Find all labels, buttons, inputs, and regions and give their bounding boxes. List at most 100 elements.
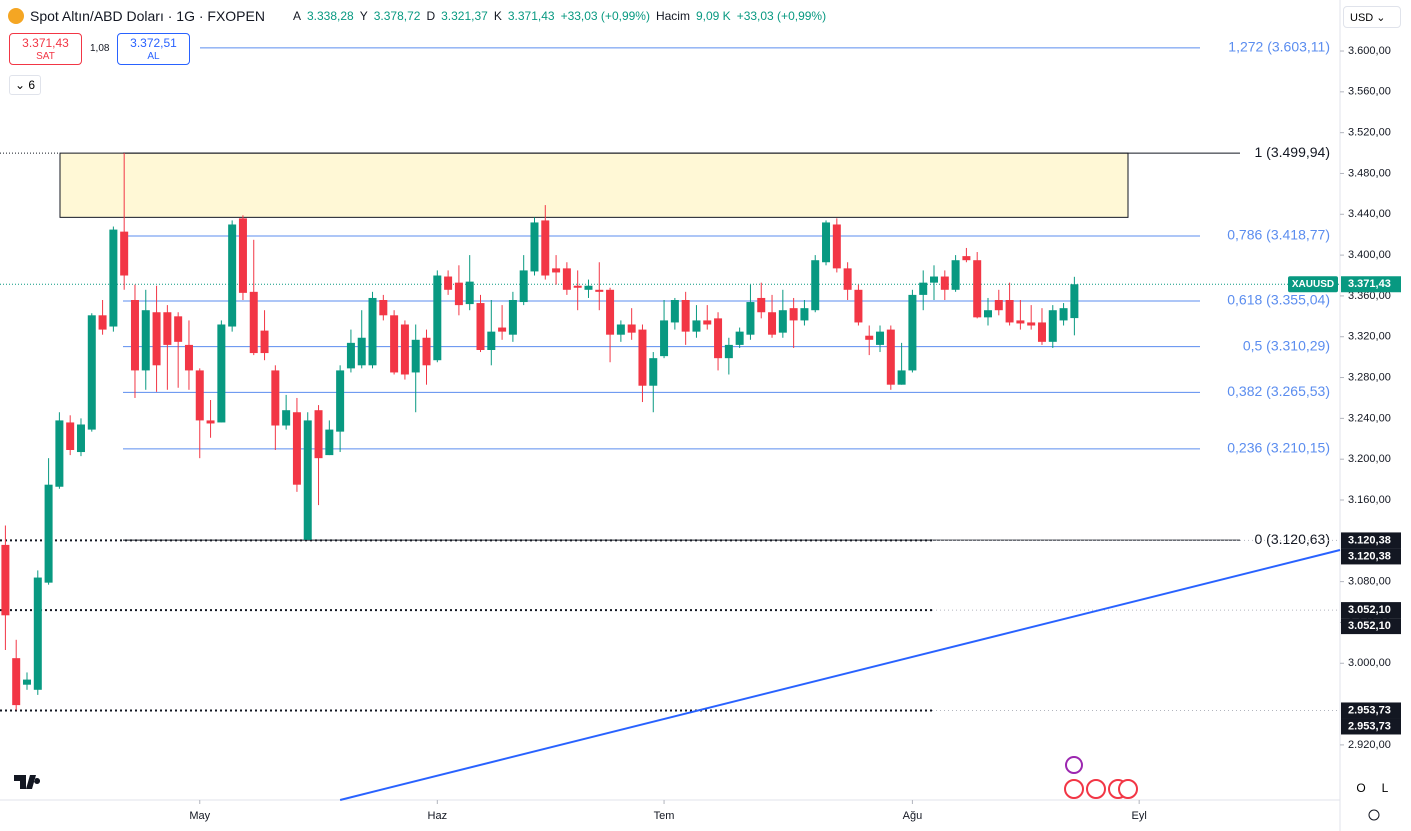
symbol-tag [1288, 276, 1338, 293]
candle-body [584, 285, 593, 290]
candle-body [508, 300, 517, 335]
candle-body [174, 316, 183, 342]
y-tick-label: 3.000,00 [1348, 657, 1391, 669]
y-tick-label: 3.440,00 [1348, 208, 1391, 220]
candle-body [87, 315, 96, 430]
candle-body [249, 291, 258, 354]
price-tag [1341, 718, 1401, 735]
candle-body [930, 276, 939, 283]
ohlc-key: D [426, 9, 436, 23]
y-tick-label: 3.560,00 [1348, 86, 1391, 98]
candle-body [692, 320, 701, 332]
candle-body [260, 330, 269, 354]
candle-body [12, 658, 21, 706]
candle-body [746, 302, 755, 335]
sell-label: SAT [36, 51, 55, 62]
candle-body [811, 260, 820, 311]
candle-body [638, 329, 647, 386]
price-tag [1341, 532, 1401, 549]
candle-body [379, 300, 388, 316]
candle-body [433, 275, 442, 361]
ohlc-key: K [493, 9, 502, 23]
candle-body [184, 344, 193, 371]
candle-body [238, 218, 247, 293]
event-flag [1086, 779, 1106, 799]
fib-label: 0 (3.120,63) [1255, 531, 1331, 547]
price-tag-label: 2.953,73 [1348, 720, 1391, 732]
scale-button[interactable]: O [1356, 781, 1366, 795]
candle-body [487, 331, 496, 350]
candle-body [562, 268, 571, 290]
currency-select[interactable]: USD ⌄ [1343, 6, 1401, 28]
candle-body [1016, 320, 1025, 324]
candle-body [778, 310, 787, 333]
fib-label: 0,382 (3.265,53) [1227, 383, 1330, 399]
candle-body [411, 339, 420, 373]
spread: 1,08 [90, 43, 110, 54]
candle-body [400, 324, 409, 375]
buy-button[interactable]: 3.372,51 AL [117, 33, 190, 65]
tv-logo [14, 775, 41, 789]
candle-body [541, 220, 550, 276]
candle-body [530, 222, 539, 272]
candle-body [314, 410, 323, 459]
candle-body [98, 315, 107, 330]
candle-body [908, 294, 917, 371]
y-tick-label: 3.160,00 [1348, 494, 1391, 506]
candle-body [33, 577, 42, 690]
fib-label: 1,272 (3.603,11) [1228, 39, 1330, 55]
candle-body [141, 310, 150, 371]
candle-body [66, 422, 75, 450]
candle-body [832, 224, 841, 269]
indicators-toggle[interactable]: ⌄ 6 [9, 75, 41, 95]
candle-body [670, 300, 679, 323]
candle-body [919, 282, 928, 295]
candle-body [282, 410, 291, 426]
candle-body [163, 312, 172, 345]
zone-box [59, 152, 1129, 218]
x-tick-label: Haz [428, 810, 448, 822]
candle-body [109, 229, 118, 327]
candle-body [1048, 310, 1057, 342]
candle-body [789, 308, 798, 321]
candle-body [519, 270, 528, 303]
candle-body [649, 358, 658, 386]
candle-body [822, 222, 831, 263]
x-tick-label: May [189, 810, 210, 822]
y-tick-label: 3.200,00 [1348, 453, 1391, 465]
candle-body [660, 320, 669, 357]
candle-body [1070, 284, 1079, 319]
ohlc-key: Y [359, 9, 368, 23]
y-tick-label: 3.240,00 [1348, 412, 1391, 424]
candle-body [800, 308, 809, 321]
symbol-title[interactable]: Spot Altın/ABD Doları · 1G · FXOPEN [30, 8, 265, 24]
candle-body [940, 276, 949, 290]
candle-body [336, 370, 345, 432]
price-tag [1341, 548, 1401, 565]
candle-body [854, 289, 863, 323]
candle-body [206, 420, 215, 424]
candle-body [962, 256, 971, 261]
candle-body [616, 324, 625, 335]
y-tick-label: 2.920,00 [1348, 739, 1391, 751]
candle-body [217, 324, 226, 423]
scale-button[interactable]: L [1381, 781, 1389, 795]
sell-button[interactable]: 3.371,43 SAT [9, 33, 82, 65]
last-price-label: 3.371,43 [1348, 278, 1391, 290]
buy-label: AL [147, 51, 160, 62]
candle-body [498, 327, 507, 332]
y-tick-label: 3.080,00 [1348, 576, 1391, 588]
candle-body [897, 370, 906, 385]
candle-body [714, 318, 723, 359]
ohlc-value: 3.338,28 [306, 9, 354, 23]
candle-body [1037, 322, 1046, 342]
candle-body [22, 679, 31, 685]
candle-body [886, 329, 895, 385]
currency: USD [1350, 12, 1374, 24]
fib-label: 0,618 (3.355,04) [1227, 292, 1330, 308]
y-tick-label: 3.600,00 [1348, 45, 1391, 57]
last-price-tag [1341, 276, 1401, 293]
candle-body [951, 260, 960, 290]
candle-body [876, 331, 885, 345]
